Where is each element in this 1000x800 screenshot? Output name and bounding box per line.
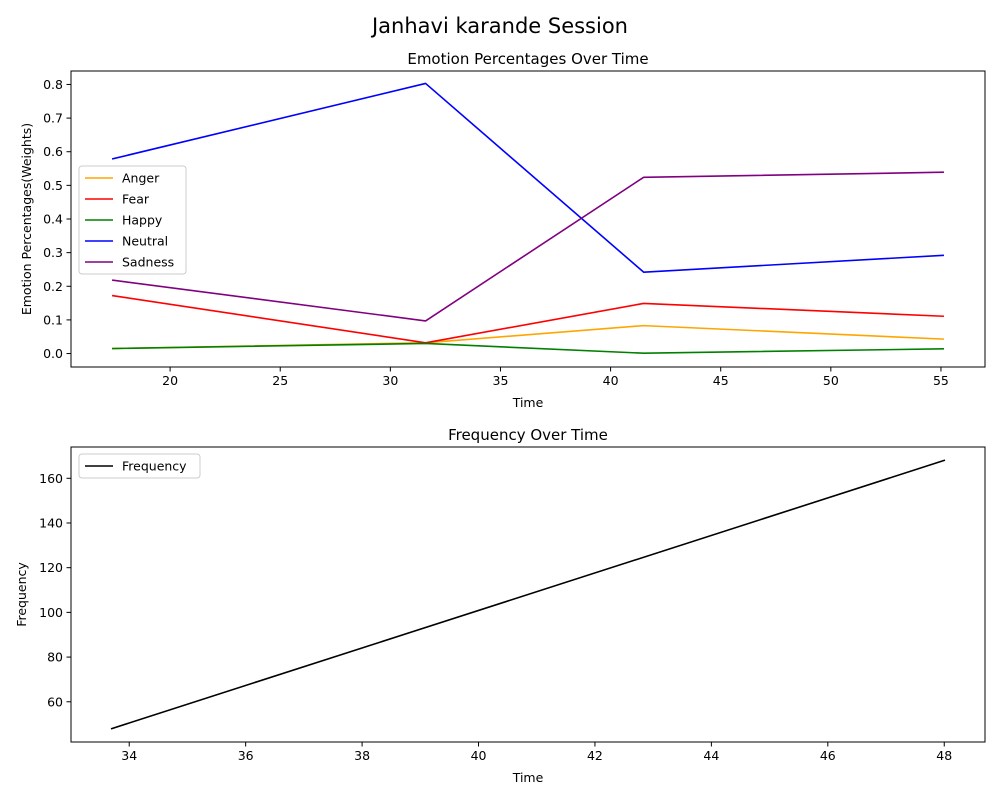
chart1-series-anger-line <box>112 324 944 350</box>
chart2-ytick-label: 120 <box>39 560 63 575</box>
chart2-title: Frequency Over Time <box>448 426 608 444</box>
chart1-legend-label-anger: Anger <box>122 171 160 186</box>
chart1-ytick-label: 0.0 <box>43 346 63 361</box>
chart1-xtick-label: 35 <box>493 373 509 388</box>
chart2-xtick-label: 44 <box>703 748 719 763</box>
figure-suptitle: Janhavi karande Session <box>370 14 628 38</box>
chart1-ytick-label: 0.4 <box>43 212 63 227</box>
chart1-ytick-label: 0.3 <box>43 245 63 260</box>
chart2-series-frequency-line <box>110 459 946 730</box>
chart1-ytick-label: 0.7 <box>43 111 63 126</box>
chart2-xtick-label: 36 <box>238 748 254 763</box>
chart2-xlabel: Time <box>512 770 544 785</box>
chart1-xtick-label: 50 <box>823 373 839 388</box>
chart2-xtick-label: 40 <box>471 748 487 763</box>
chart2-ytick-label: 100 <box>39 605 63 620</box>
chart2-ytick-label: 160 <box>39 471 63 486</box>
chart1-series-neutral-line <box>111 82 944 273</box>
chart2-legend-box <box>78 453 201 479</box>
chart2-ylabel: Frequency <box>14 562 29 627</box>
chart1-series-happy-line <box>112 342 944 355</box>
chart1-xtick-label: 55 <box>933 373 949 388</box>
chart1-series-sadness-line <box>111 171 944 322</box>
chart2-ytick-label: 60 <box>47 694 63 709</box>
chart1-axes-frame <box>70 70 986 368</box>
chart1-xtick-label: 45 <box>713 373 729 388</box>
chart1-legend-label-happy: Happy <box>122 213 163 228</box>
chart1-legend-label-fear: Fear <box>122 192 150 207</box>
chart1-ytick-label: 0.6 <box>43 144 63 159</box>
chart1-legend-label-neutral: Neutral <box>122 234 168 249</box>
chart1-legend-box <box>78 165 187 275</box>
chart1-xlabel: Time <box>512 395 544 410</box>
chart1-series-fear-line <box>111 294 944 344</box>
chart2-xtick-label: 48 <box>936 748 952 763</box>
chart1-title: Emotion Percentages Over Time <box>407 50 648 68</box>
chart1-ylabel: Emotion Percentages(Weights) <box>19 123 34 315</box>
chart1-ytick-label: 0.2 <box>43 279 63 294</box>
chart2-xtick-label: 34 <box>121 748 137 763</box>
chart2-xtick-label: 42 <box>587 748 603 763</box>
chart2-xtick-label: 38 <box>354 748 370 763</box>
chart2-xtick-label: 46 <box>820 748 836 763</box>
chart2-axes-frame <box>70 446 986 743</box>
chart1-xtick-label: 25 <box>272 373 288 388</box>
chart1-xtick-label: 30 <box>382 373 398 388</box>
chart2-ytick-label: 80 <box>47 650 63 665</box>
chart1-xtick-label: 20 <box>162 373 178 388</box>
chart2-ytick-label: 140 <box>39 515 63 530</box>
chart1-legend-label-sadness: Sadness <box>122 255 174 270</box>
chart1-ytick-label: 0.1 <box>43 312 63 327</box>
chart1-ytick-label: 0.8 <box>43 77 63 92</box>
chart1-ytick-label: 0.5 <box>43 178 63 193</box>
chart1-xtick-label: 40 <box>603 373 619 388</box>
chart2-legend-label-frequency: Frequency <box>122 459 187 474</box>
